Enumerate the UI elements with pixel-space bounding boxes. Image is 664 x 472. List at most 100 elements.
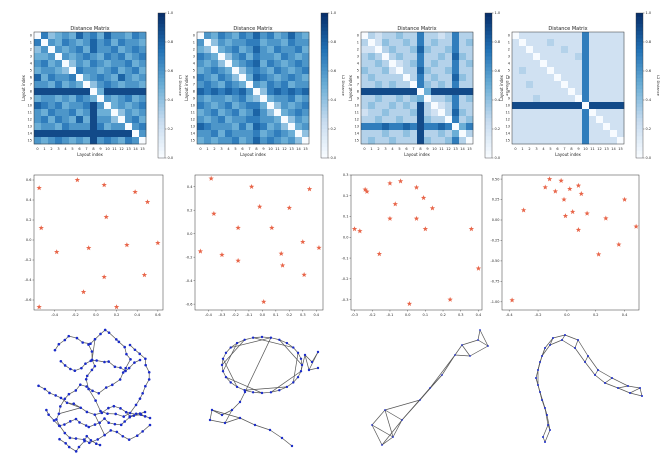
- heatmap-cell: [554, 74, 562, 82]
- colorbar-segment: [321, 114, 328, 119]
- heatmap-cell: [603, 81, 611, 89]
- heatmap-cell: [512, 67, 520, 75]
- heatmap-ytick-label: 7: [193, 83, 195, 87]
- graph-node: [224, 375, 228, 379]
- colorbar-segment: [636, 147, 643, 152]
- heatmap-ytick-label: 7: [508, 83, 510, 87]
- graph-node: [103, 417, 106, 420]
- heatmap-cell: [375, 39, 383, 47]
- heatmap-ytick-label: 11: [191, 111, 195, 115]
- heatmap-cell: [218, 102, 226, 110]
- heatmap-cell: [55, 46, 63, 54]
- heatmap-cell: [253, 32, 261, 40]
- heatmap-cell: [596, 130, 604, 138]
- colorbar-segment: [485, 16, 492, 21]
- scatter-point: [420, 195, 427, 201]
- colorbar-segment: [636, 114, 643, 119]
- graph-node: [127, 438, 131, 441]
- heatmap-cell: [375, 67, 383, 75]
- colorbar-tick-label: 1.0: [168, 11, 174, 15]
- heatmap-cell: [118, 46, 126, 54]
- heatmap-cell: [382, 53, 390, 61]
- heatmap-cell: [438, 130, 446, 138]
- scatter-point: [248, 183, 255, 189]
- graph-node: [299, 357, 303, 360]
- heatmap-ytick-label: 3: [30, 55, 32, 59]
- graph-node: [611, 377, 613, 379]
- heatmap-cell: [610, 32, 618, 40]
- colorbar-segment: [485, 118, 492, 123]
- heatmap-cell: [69, 53, 77, 61]
- graph-node: [93, 423, 97, 426]
- heatmap-xtick-label: 9: [262, 147, 264, 151]
- heatmap-cell: [246, 109, 254, 117]
- scatter-ytick-label: -0.4: [186, 279, 194, 283]
- heatmap-cell: [589, 39, 597, 47]
- heatmap-cell: [125, 88, 133, 96]
- heatmap-cell: [466, 67, 474, 75]
- graph-node: [98, 443, 102, 447]
- scatter-xtick-label: -0.3: [219, 313, 226, 317]
- graph-node: [114, 412, 117, 416]
- heatmap-cell: [218, 67, 226, 75]
- heatmap-cell: [104, 130, 112, 138]
- heatmap-cell: [104, 60, 112, 68]
- graph-edge: [281, 437, 293, 447]
- heatmap-cell: [582, 32, 590, 40]
- heatmap-cell: [575, 67, 583, 75]
- heatmap-cell: [403, 88, 411, 96]
- graph-edge: [96, 360, 105, 363]
- graph-edge: [115, 413, 124, 417]
- scatter-point: [413, 184, 420, 190]
- heatmap-cell: [582, 116, 590, 124]
- heatmap-cell: [589, 116, 597, 124]
- heatmap-cell: [125, 130, 133, 138]
- colorbar-segment: [321, 31, 328, 36]
- heatmap-cell: [218, 74, 226, 82]
- heatmap-cell: [132, 102, 140, 110]
- heatmap-cell: [83, 109, 91, 117]
- graph-edge: [101, 407, 109, 414]
- heatmap-cell: [90, 137, 98, 145]
- colorbar-tick-label: 0.4: [168, 98, 174, 102]
- heatmap-cell: [239, 53, 247, 61]
- heatmap-cell: [396, 109, 404, 117]
- colorbar-tick-label: 0.0: [495, 156, 501, 160]
- graph-edge: [88, 388, 96, 401]
- heatmap-cell: [603, 102, 611, 110]
- heatmap-cell: [417, 39, 425, 47]
- heatmap-cell: [125, 81, 133, 89]
- heatmap-cell: [111, 116, 119, 124]
- colorbar-segment: [636, 49, 643, 54]
- heatmap-cell: [225, 95, 233, 103]
- graph-edge: [95, 400, 101, 412]
- heatmap-cell: [603, 46, 611, 54]
- colorbar-frame: [635, 12, 644, 159]
- graph-node: [303, 353, 307, 357]
- heatmap-cell: [62, 116, 70, 124]
- heatmap-cell: [218, 46, 226, 54]
- graph-node: [57, 412, 61, 416]
- heatmap-cell: [438, 88, 446, 96]
- heatmap-cell: [540, 32, 548, 40]
- graph-node: [63, 338, 67, 342]
- heatmap-cell: [295, 95, 303, 103]
- heatmap-cell: [41, 102, 49, 110]
- scatter-ytick-label: -0.4: [25, 278, 33, 282]
- colorbar-tick-label: 0.0: [168, 156, 174, 160]
- heatmap-cell: [274, 81, 282, 89]
- scatter-point: [103, 214, 109, 220]
- heatmap-cell: [466, 130, 474, 138]
- heatmap-ytick-label: 1: [30, 41, 32, 45]
- heatmap-cell: [111, 46, 119, 54]
- heatmap-cell: [253, 39, 261, 47]
- heatmap-cell: [547, 130, 555, 138]
- graph-node: [535, 377, 537, 379]
- scatter-ytick-label: -0.3: [342, 298, 349, 302]
- heatmap-cell: [197, 88, 205, 96]
- graph-node: [223, 421, 227, 425]
- colorbar-segment: [321, 67, 328, 72]
- heatmap-cell: [62, 109, 70, 117]
- heatmap-cell: [410, 88, 418, 96]
- colorbar-frame: [157, 12, 166, 159]
